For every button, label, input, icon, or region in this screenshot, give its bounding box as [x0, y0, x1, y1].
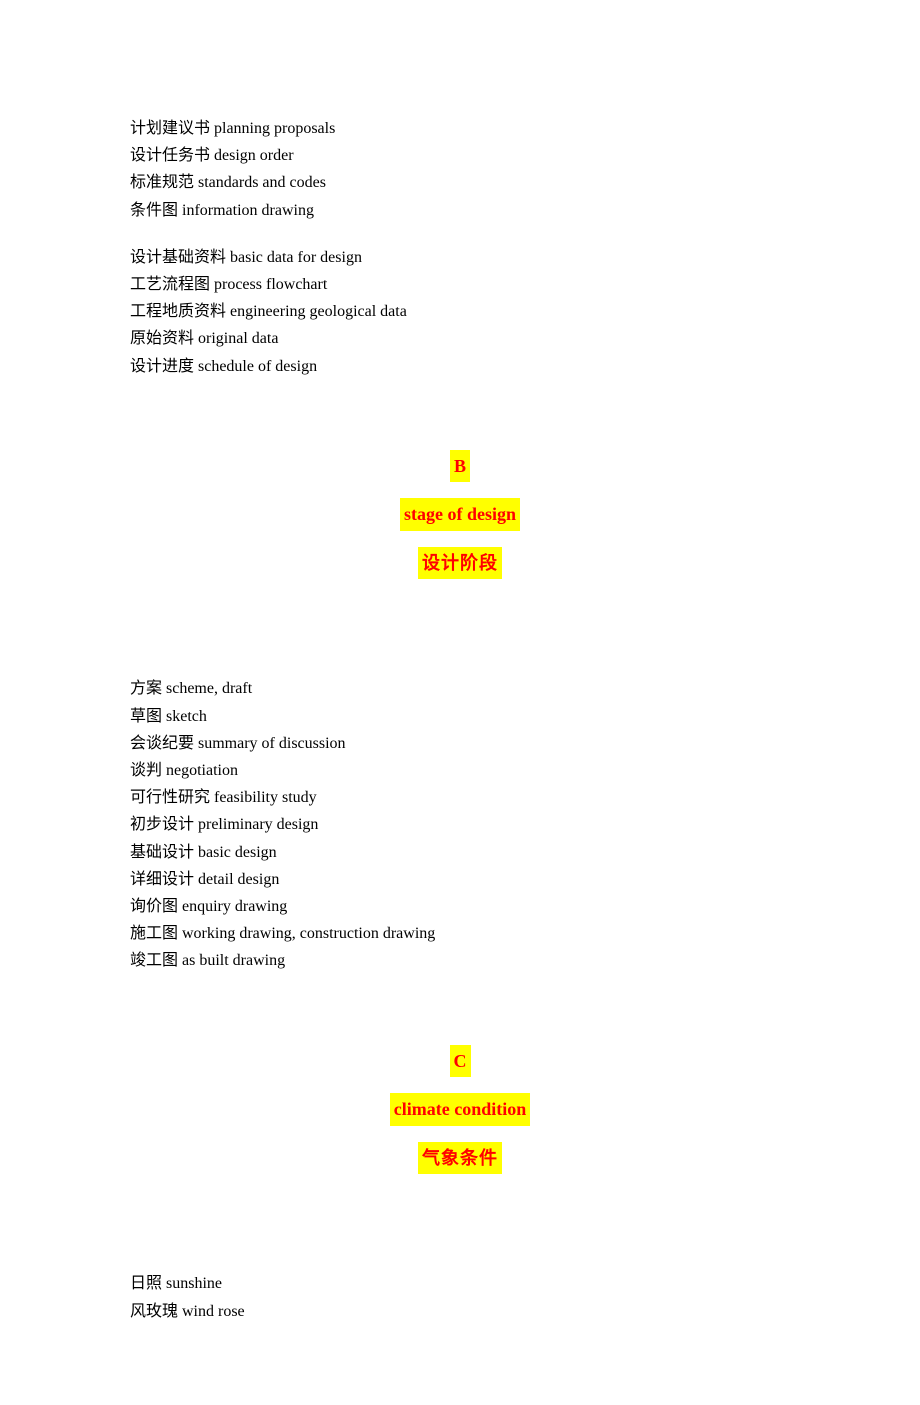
term-line: 施工图 working drawing, construction drawin… [130, 920, 790, 947]
term-line: 可行性研究 feasibility study [130, 784, 790, 811]
term-line: 方案 scheme, draft [130, 675, 790, 702]
term-group-c: 日照 sunshine 风玫瑰 wind rose [130, 1270, 790, 1324]
term-group-a2: 设计基础资料 basic data for design 工艺流程图 proce… [130, 244, 790, 380]
term-line: 原始资料 original data [130, 325, 790, 352]
term-line: 详细设计 detail design [130, 866, 790, 893]
term-line: 谈判 negotiation [130, 757, 790, 784]
section-header-c: C climate condition 气象条件 [130, 1045, 790, 1191]
term-line: 基础设计 basic design [130, 839, 790, 866]
term-line: 设计进度 schedule of design [130, 353, 790, 380]
section-title-en: climate condition [390, 1093, 531, 1126]
section-letter: C [450, 1045, 471, 1078]
section-title-cn: 设计阶段 [418, 547, 502, 580]
term-group-a1: 计划建议书 planning proposals 设计任务书 design or… [130, 115, 790, 224]
section-header-b: B stage of design 设计阶段 [130, 450, 790, 596]
term-line: 询价图 enquiry drawing [130, 893, 790, 920]
term-line: 条件图 information drawing [130, 197, 790, 224]
term-line: 日照 sunshine [130, 1270, 790, 1297]
section-title-en: stage of design [400, 498, 520, 531]
section-letter: B [450, 450, 470, 483]
term-line: 计划建议书 planning proposals [130, 115, 790, 142]
term-line: 工艺流程图 process flowchart [130, 271, 790, 298]
term-line: 设计任务书 design order [130, 142, 790, 169]
term-line: 标准规范 standards and codes [130, 169, 790, 196]
term-line: 竣工图 as built drawing [130, 947, 790, 974]
term-line: 草图 sketch [130, 703, 790, 730]
term-line: 工程地质资料 engineering geological data [130, 298, 790, 325]
term-line: 初步设计 preliminary design [130, 811, 790, 838]
term-line: 设计基础资料 basic data for design [130, 244, 790, 271]
term-line: 会谈纪要 summary of discussion [130, 730, 790, 757]
section-title-cn: 气象条件 [418, 1142, 502, 1175]
term-group-b: 方案 scheme, draft 草图 sketch 会谈纪要 summary … [130, 675, 790, 974]
